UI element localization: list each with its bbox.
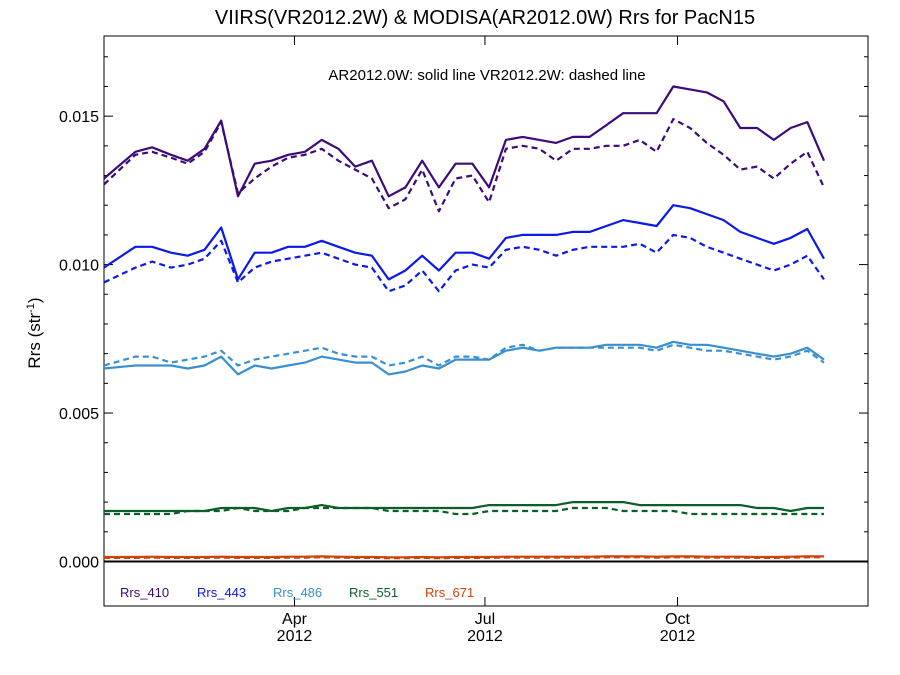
line-style-annotation: AR2012.0W: solid line VR2012.2W: dashed … <box>328 67 645 84</box>
series-line-rrs-551-solid <box>104 501 824 513</box>
y-tick-label: 0.000 <box>59 554 99 571</box>
legend-entry-rrs-671: Rrs_671 <box>425 585 474 600</box>
plot-frame <box>103 35 869 607</box>
x-tick-label-year: 2012 <box>277 628 313 645</box>
y-tick-label: 0.015 <box>59 109 99 126</box>
y-axis-label: Rrs (str-1) <box>25 297 44 368</box>
series-line-rrs-443-solid <box>103 204 825 281</box>
legend-entry-rrs-551: Rrs_551 <box>349 585 398 600</box>
series-lines <box>103 85 826 560</box>
legend: Rrs_410 Rrs_443 Rrs_486 Rrs_551 Rrs_671 <box>120 585 474 600</box>
series-line-rrs-410-dashed <box>103 117 825 213</box>
x-tick-label-year: 2012 <box>660 628 696 645</box>
series-line-rrs-443-dashed <box>103 233 825 293</box>
series-line-rrs-486-dashed <box>103 343 825 367</box>
series-line-rrs-410-solid <box>103 85 826 198</box>
legend-entry-rrs-486: Rrs_486 <box>273 585 322 600</box>
y-tick-label: 0.005 <box>59 406 99 423</box>
y-tick-label: 0.010 <box>59 258 99 275</box>
series-line-rrs-671-dashed <box>104 556 824 560</box>
x-tick-label-year: 2012 <box>467 628 503 645</box>
legend-entry-rrs-443: Rrs_443 <box>197 585 246 600</box>
series-line-rrs-486-solid <box>103 340 825 376</box>
x-tick-label-month: Jul <box>475 611 495 628</box>
series-line-rrs-551-dashed <box>104 506 824 516</box>
axes: 0.0000.0050.0100.015Apr2012Jul2012Oct201… <box>59 35 869 645</box>
legend-entry-rrs-410: Rrs_410 <box>120 585 169 600</box>
chart-title: VIIRS(VR2012.2W) & MODISA(AR2012.0W) Rrs… <box>215 7 755 29</box>
x-tick-label-month: Oct <box>665 611 690 628</box>
x-tick-label-month: Apr <box>282 611 308 628</box>
